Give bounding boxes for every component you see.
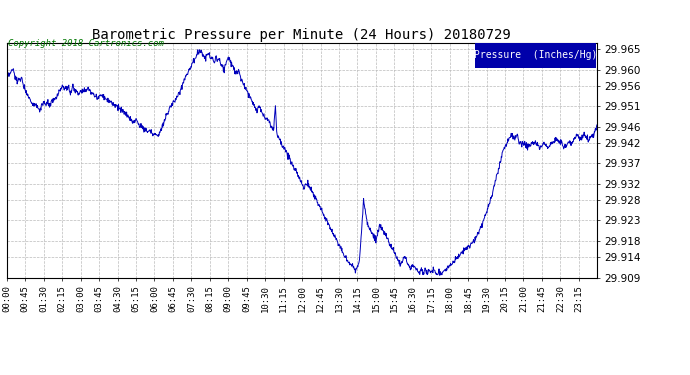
Title: Barometric Pressure per Minute (24 Hours) 20180729: Barometric Pressure per Minute (24 Hours… — [92, 28, 511, 42]
Text: Pressure  (Inches/Hg): Pressure (Inches/Hg) — [474, 50, 598, 60]
Text: Copyright 2018 Cartronics.com: Copyright 2018 Cartronics.com — [8, 39, 164, 48]
